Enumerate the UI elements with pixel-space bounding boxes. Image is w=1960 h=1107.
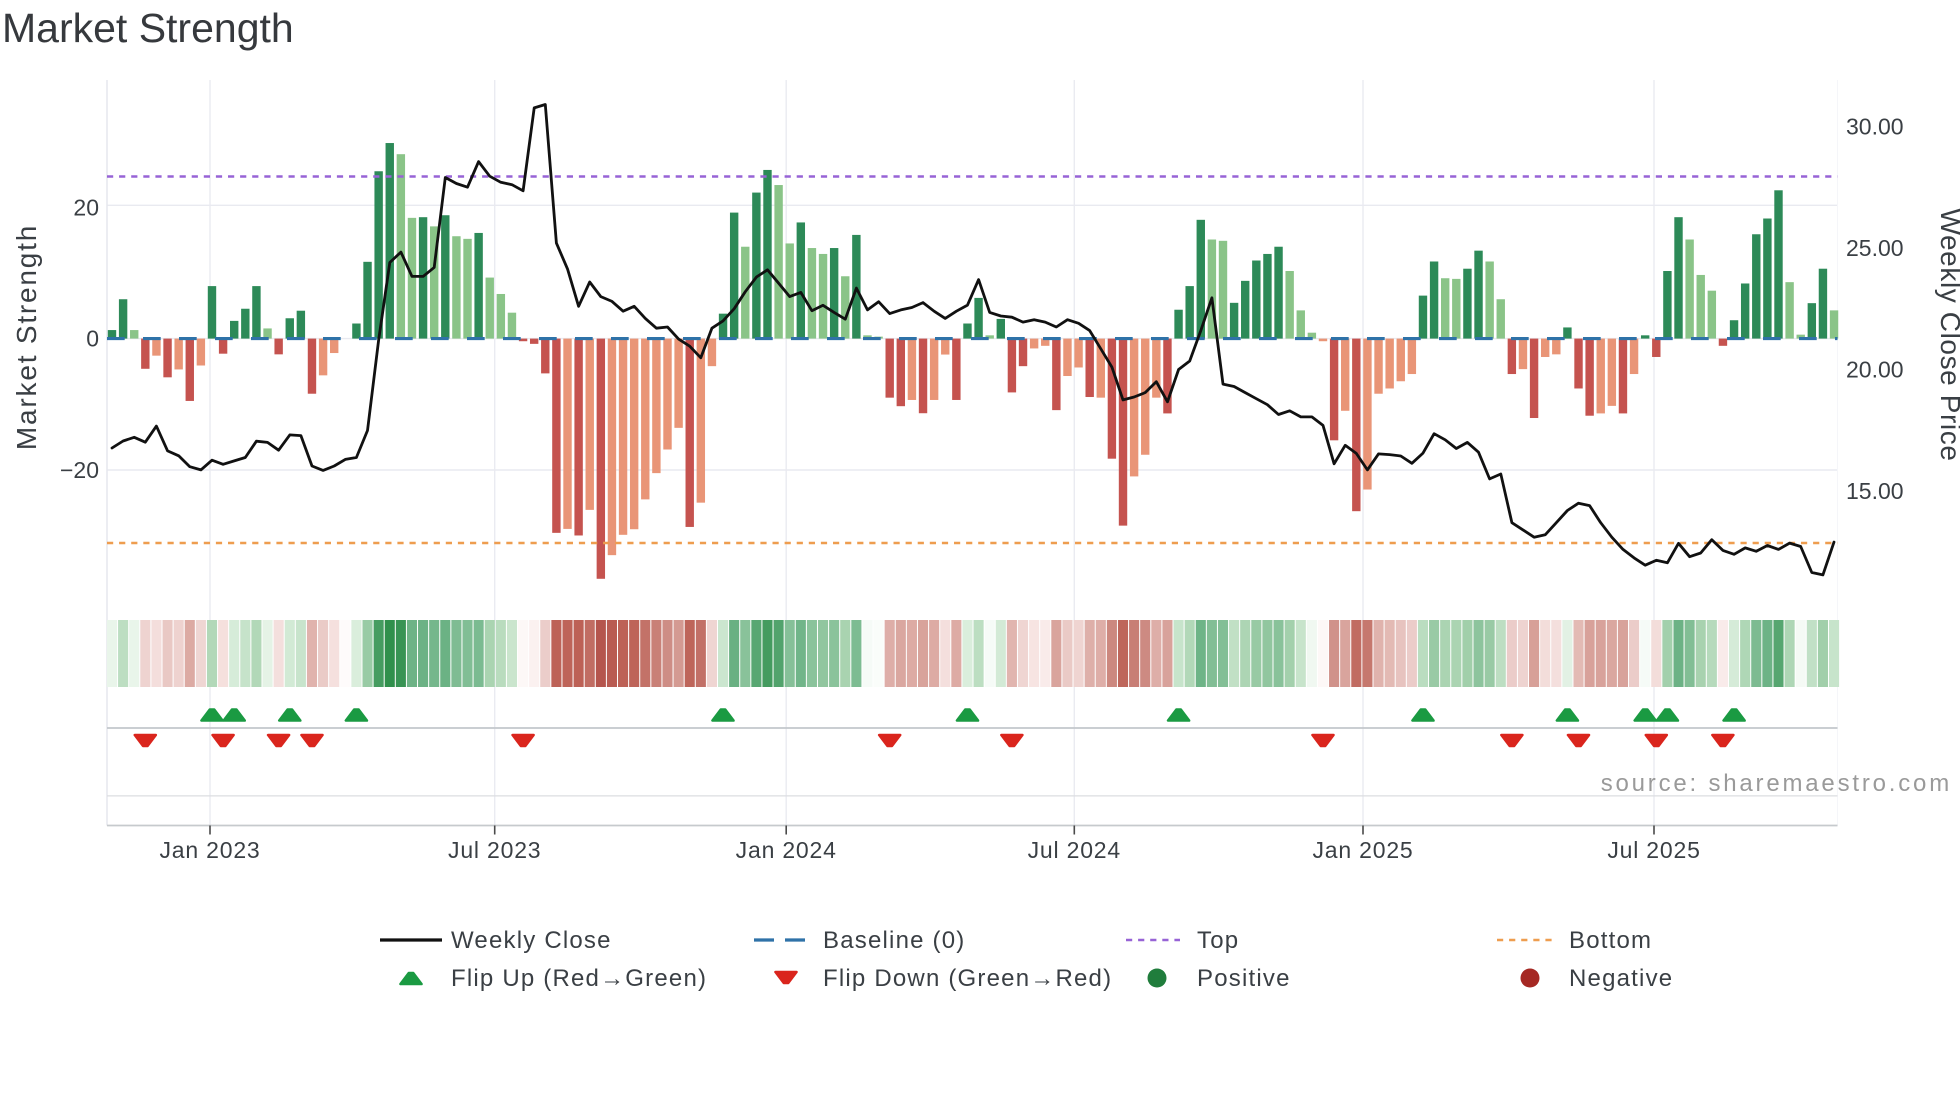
svg-text:Positive: Positive [1197, 965, 1291, 992]
svg-text:Flip Down (Green→Red): Flip Down (Green→Red) [823, 965, 1112, 992]
svg-text:20.00: 20.00 [1846, 357, 1904, 383]
svg-text:Jul 2023: Jul 2023 [448, 837, 541, 863]
svg-text:0: 0 [86, 326, 99, 352]
svg-text:Baseline (0): Baseline (0) [823, 927, 965, 954]
svg-text:30.00: 30.00 [1846, 113, 1904, 139]
svg-text:Market Strength: Market Strength [11, 224, 42, 450]
svg-text:Flip Up (Red→Green): Flip Up (Red→Green) [451, 965, 707, 992]
svg-text:Bottom: Bottom [1569, 927, 1652, 954]
svg-text:Weekly Close: Weekly Close [451, 927, 612, 954]
svg-text:15.00: 15.00 [1846, 478, 1904, 504]
svg-text:20: 20 [73, 194, 99, 220]
svg-text:Top: Top [1197, 927, 1239, 954]
svg-text:Jan 2023: Jan 2023 [159, 837, 260, 863]
svg-text:Weekly Close Price: Weekly Close Price [1935, 208, 1960, 461]
svg-text:Jul 2025: Jul 2025 [1607, 837, 1700, 863]
svg-text:Negative: Negative [1569, 965, 1673, 992]
svg-text:Market Strength: Market Strength [2, 5, 294, 51]
svg-text:25.00: 25.00 [1846, 235, 1904, 261]
svg-text:Jul 2024: Jul 2024 [1028, 837, 1121, 863]
svg-text:source: sharemaestro.com: source: sharemaestro.com [1601, 770, 1952, 797]
svg-text:−20: −20 [60, 457, 99, 483]
svg-text:Jan 2025: Jan 2025 [1312, 837, 1413, 863]
svg-text:Jan 2024: Jan 2024 [736, 837, 837, 863]
